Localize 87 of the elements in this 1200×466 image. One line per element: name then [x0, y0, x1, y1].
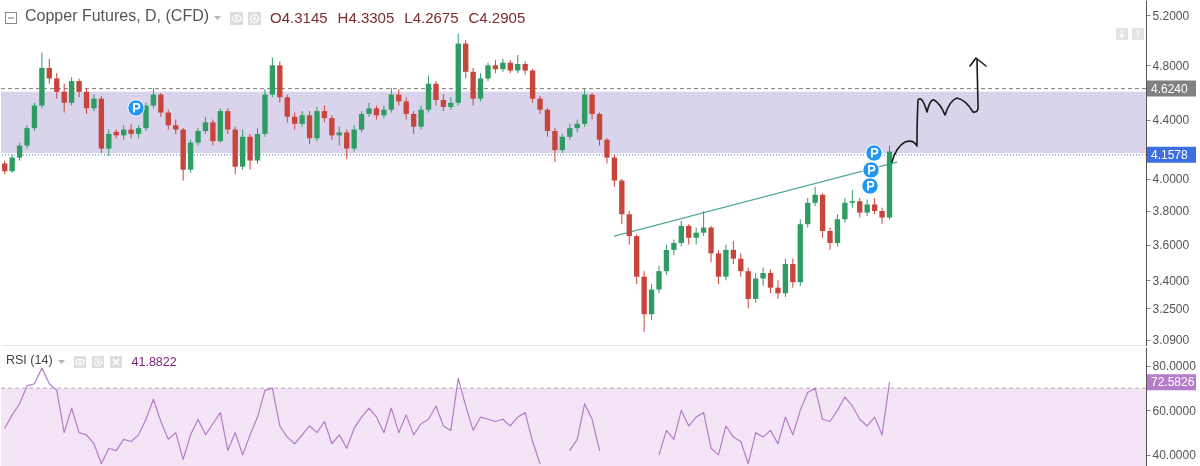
candlestick: [381, 105, 387, 119]
ref-line-label: 4.1578: [1151, 147, 1189, 162]
candlestick: [544, 107, 551, 138]
candlestick: [604, 137, 610, 165]
y-tick-label: 60.0000: [1152, 403, 1197, 418]
annotation: O4.3145: [270, 9, 328, 26]
candlestick: [150, 87, 157, 109]
candlestick: [366, 102, 372, 118]
candlestick: [678, 220, 684, 247]
y-tick-label: 3.6000: [1152, 238, 1190, 253]
candlestick: [767, 268, 774, 294]
ref-line-label: 4.6240: [1151, 81, 1189, 96]
candlestick: [626, 210, 632, 246]
candlestick: [388, 87, 395, 114]
line-series: [658, 381, 891, 465]
y-tick-label: 80.0000: [1152, 359, 1197, 374]
candlestick: [433, 80, 439, 107]
annotation: L4.2675: [404, 9, 459, 26]
candlestick: [611, 154, 618, 188]
text: RSI (14): [6, 353, 53, 367]
annotation: C4.2905: [468, 9, 526, 26]
y-tick-label: 3.4000: [1152, 273, 1190, 288]
candlestick: [812, 186, 818, 207]
y-tick-label: 5.2000: [1152, 8, 1190, 23]
candlestick: [500, 58, 506, 73]
candlestick: [68, 76, 75, 107]
candlestick: [284, 94, 290, 123]
candlestick: [403, 96, 409, 121]
candlestick: [344, 129, 350, 160]
candlestick: [336, 126, 342, 147]
candlestick: [715, 249, 722, 285]
candlestick: [225, 107, 231, 135]
candlestick: [61, 83, 67, 114]
candlestick: [24, 124, 30, 150]
candlestick: [775, 279, 781, 300]
candlestick: [106, 129, 112, 157]
candlestick: [656, 265, 662, 294]
candlestick: [589, 92, 595, 121]
candlestick: [9, 154, 15, 174]
candlestick: [700, 210, 707, 237]
candlestick: [76, 77, 82, 98]
line-series: [4, 367, 541, 465]
y-tick-label: 4.4000: [1152, 113, 1190, 128]
candlestick: [552, 127, 558, 163]
candlestick: [834, 213, 841, 247]
candlestick: [418, 105, 424, 131]
candlestick: [485, 62, 491, 82]
y-tick-label: 4.0000: [1152, 172, 1190, 187]
annotation: H4.3305: [337, 9, 395, 26]
candlestick: [329, 114, 335, 141]
candlestick: [879, 207, 885, 225]
candlestick: [671, 239, 677, 256]
candlestick: [686, 223, 692, 246]
y-tick-label: 3.8000: [1152, 204, 1190, 219]
candlestick: [857, 197, 863, 219]
line-series: [569, 403, 601, 452]
candlestick: [358, 110, 365, 133]
y-tick-label: 4.8000: [1152, 58, 1190, 73]
y-tick-label: 3.2500: [1152, 301, 1190, 316]
candlestick: [158, 92, 164, 118]
candlestick: [83, 87, 90, 115]
y-tick-label: 3.0900: [1152, 333, 1190, 348]
candlestick: [663, 244, 670, 276]
candlestick: [515, 54, 521, 74]
candlestick: [477, 72, 484, 102]
candlestick: [730, 240, 737, 265]
candlestick: [54, 72, 60, 100]
candlestick: [760, 267, 766, 287]
chart-title: Copper Futures, D, (CFD): [25, 6, 210, 24]
candlestick: [351, 124, 357, 153]
candlestick: [738, 252, 744, 278]
candlestick: [128, 123, 134, 139]
candlestick: [143, 102, 149, 132]
candlestick: [752, 272, 759, 304]
annotation: 41.8822: [131, 355, 177, 369]
candlestick: [210, 119, 216, 147]
candlestick: [559, 133, 566, 154]
candlestick: [827, 227, 833, 251]
text: 72.5826: [1151, 375, 1195, 390]
y-tick-label: 40.0000: [1152, 448, 1197, 463]
candlestick: [805, 197, 811, 229]
candlestick: [247, 133, 253, 171]
candlestick: [31, 102, 38, 132]
candlestick: [842, 197, 848, 224]
candlestick: [790, 258, 796, 289]
candlestick: [410, 110, 417, 135]
candlestick: [306, 110, 313, 145]
